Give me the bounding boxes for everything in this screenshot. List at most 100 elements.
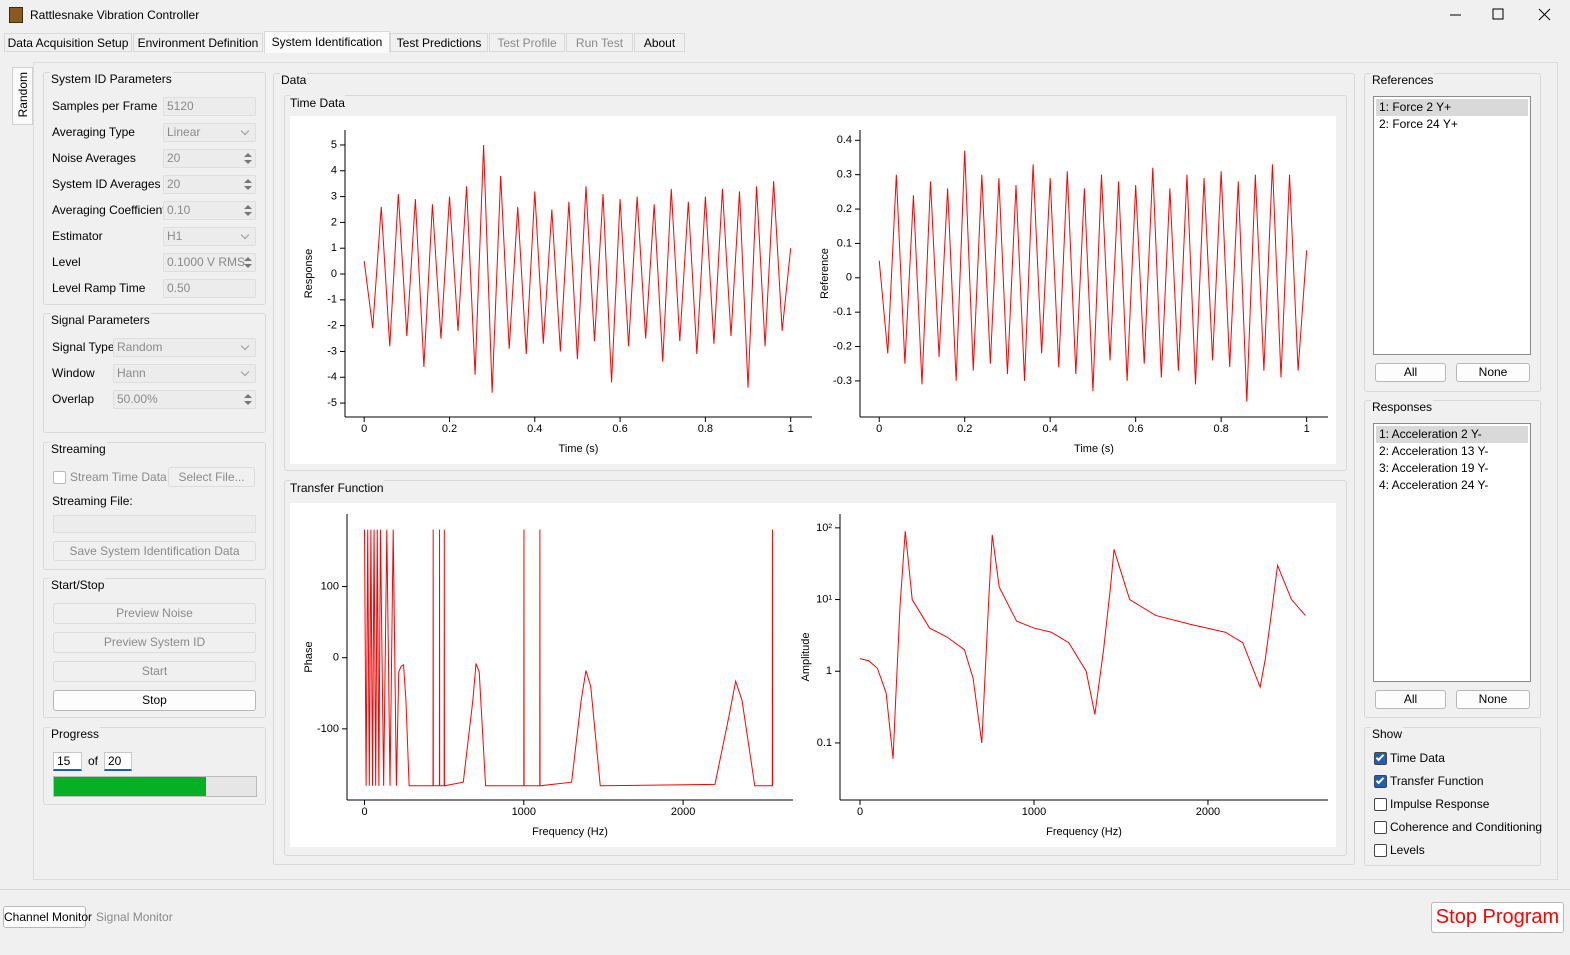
button[interactable]: None — [1456, 690, 1530, 709]
input-spin[interactable]: 20 — [163, 175, 256, 194]
checkbox[interactable] — [1374, 775, 1387, 788]
spin-down — [244, 186, 252, 190]
group-box — [43, 442, 266, 570]
list-item[interactable]: 2: Force 24 Y+ — [1379, 117, 1458, 131]
button[interactable]: All — [1375, 690, 1446, 709]
field-label: Level — [52, 255, 81, 269]
combo-arrow — [240, 341, 250, 351]
group-title: Progress — [50, 726, 101, 742]
group-box — [43, 313, 266, 433]
progress-field[interactable]: 20 — [104, 752, 132, 771]
group-title: References — [1371, 72, 1435, 88]
side-tab[interactable]: Random — [12, 67, 33, 125]
group-title: Transfer Function — [290, 480, 384, 496]
button[interactable]: Stop Program — [1431, 902, 1564, 933]
tab[interactable]: About — [634, 33, 685, 52]
progress-bar — [53, 776, 257, 797]
checkbox — [53, 471, 66, 484]
tab[interactable]: Data Acquisition Setup — [4, 33, 132, 52]
combo-arrow — [240, 126, 250, 136]
group-title: Show — [1371, 726, 1404, 742]
group-box — [284, 480, 1347, 856]
checkbox-label[interactable]: Impulse Response — [1390, 797, 1490, 811]
input-value: 5120 — [167, 99, 194, 113]
input-value: 0.50 — [167, 281, 191, 295]
plot-panel — [290, 116, 1336, 464]
spin-down — [244, 264, 252, 268]
side-tab-label: Random — [16, 72, 30, 118]
button[interactable]: Channel Monitor — [3, 906, 92, 928]
input-spin[interactable]: 20 — [163, 149, 256, 168]
spin-up — [244, 153, 252, 157]
input-text[interactable]: 5120 — [163, 97, 256, 116]
group-title: System ID Parameters — [50, 71, 173, 87]
spin-up — [244, 205, 252, 209]
spin-up — [244, 179, 252, 183]
input-combo[interactable]: Linear — [163, 123, 256, 142]
checkbox-label: Stream Time Data — [70, 470, 167, 484]
spin-up — [244, 257, 252, 261]
window-title: Rattlesnake Vibration Controller — [30, 8, 200, 22]
tab[interactable]: Environment Definition — [133, 33, 263, 52]
tab[interactable]: Test Predictions — [390, 33, 488, 52]
checkbox-label[interactable]: Levels — [1390, 843, 1425, 857]
input-spin[interactable]: 0.1000 V RMS — [163, 253, 256, 272]
checkbox-label[interactable]: Coherence and Conditioning — [1390, 820, 1543, 834]
input-value: Linear — [167, 125, 201, 139]
input-value: 20 — [167, 151, 181, 165]
input-value: 50.00% — [117, 392, 158, 406]
input-combo[interactable]: H1 — [163, 227, 256, 246]
input-value: 20 — [167, 177, 181, 191]
progress-value: 15 — [57, 754, 71, 768]
field-label: Level Ramp Time — [52, 281, 146, 295]
separator — [0, 889, 1570, 890]
field-label: Window — [52, 366, 95, 380]
button[interactable]: Stop — [53, 690, 256, 711]
field-label: Samples per Frame — [52, 99, 158, 113]
progress-of: of — [88, 754, 99, 768]
list-item[interactable]: 1: Force 2 Y+ — [1376, 99, 1528, 116]
progress-fill — [54, 777, 206, 796]
group-title: Responses — [1371, 399, 1434, 415]
checkbox[interactable] — [1374, 798, 1387, 811]
field-label: Averaging Type — [52, 125, 135, 139]
plot-panel — [290, 503, 1336, 847]
checkbox[interactable] — [1374, 752, 1387, 765]
button: Select File... — [168, 467, 255, 487]
list-item[interactable]: 1: Acceleration 2 Y- — [1376, 426, 1528, 443]
group-box — [273, 73, 1355, 865]
list-item[interactable]: 2: Acceleration 13 Y- — [1379, 444, 1489, 458]
input-combo[interactable]: Hann — [113, 364, 256, 383]
field-label: Streaming File: — [52, 494, 133, 508]
input-spin[interactable]: 0.10 — [163, 201, 256, 220]
input-combo[interactable]: Random — [113, 338, 256, 357]
input-value: Hann — [117, 366, 146, 380]
input-spin[interactable]: 50.00% — [113, 390, 256, 409]
checkbox-label[interactable]: Transfer Function — [1390, 774, 1484, 788]
field-label: System ID Averages — [52, 177, 161, 191]
window-controls[interactable] — [1440, 0, 1570, 30]
spin-down — [244, 160, 252, 164]
checkbox[interactable] — [1374, 844, 1387, 857]
list-item[interactable]: 3: Acceleration 19 Y- — [1379, 461, 1489, 475]
tab-frame — [33, 62, 1558, 880]
field-label: Signal Type — [52, 340, 115, 354]
checkbox[interactable] — [1374, 821, 1387, 834]
button: Preview Noise — [53, 603, 256, 624]
field-label: Overlap — [52, 392, 95, 406]
input-value: 0.10 — [167, 203, 191, 217]
button: Start — [53, 661, 256, 682]
progress-field[interactable]: 15 — [53, 752, 82, 771]
field-label: Estimator — [52, 229, 103, 243]
tab[interactable]: System Identification — [264, 31, 390, 53]
spin-down — [244, 212, 252, 216]
tab-label[interactable]: Signal Monitor — [96, 910, 173, 924]
input-text[interactable]: 0.50 — [163, 279, 256, 298]
button[interactable]: All — [1375, 363, 1446, 382]
list-item[interactable]: 4: Acceleration 24 Y- — [1379, 478, 1489, 492]
check-mark — [1375, 752, 1385, 762]
button[interactable]: None — [1456, 363, 1530, 382]
checkbox-label[interactable]: Time Data — [1390, 751, 1445, 765]
combo-arrow — [240, 367, 250, 377]
check-mark — [1375, 775, 1385, 785]
